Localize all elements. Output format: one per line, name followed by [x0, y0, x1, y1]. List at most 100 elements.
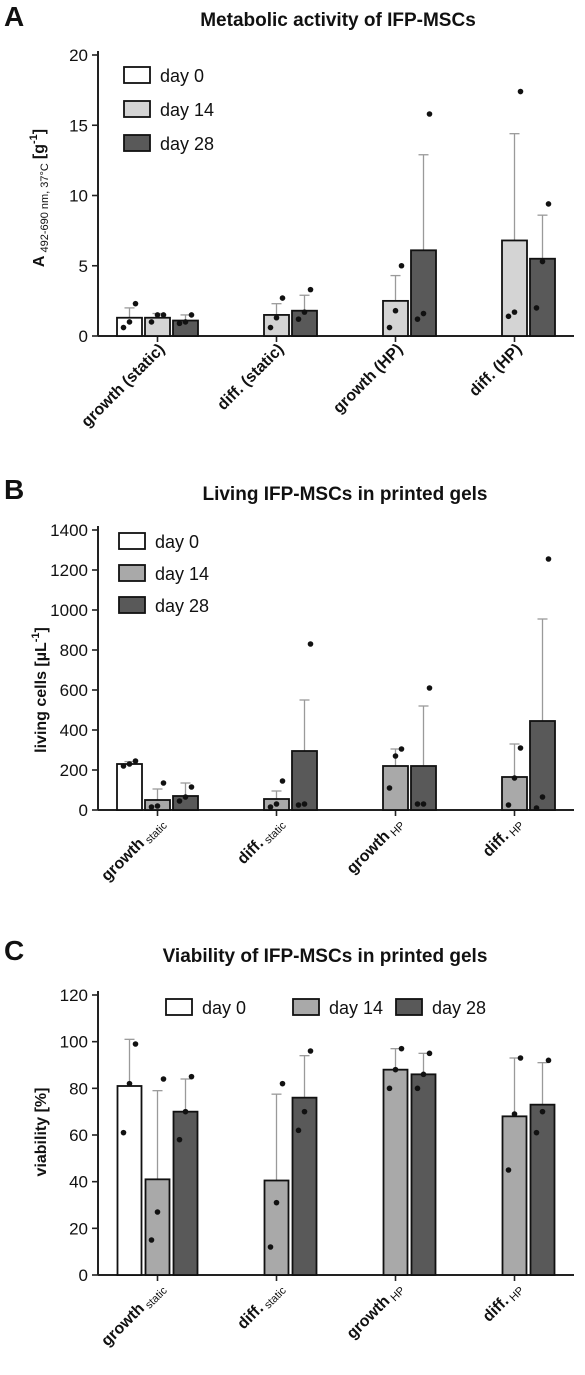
data-point [392, 1066, 399, 1073]
data-point [517, 1055, 524, 1061]
data-point [273, 1199, 280, 1206]
data-point [160, 780, 167, 786]
legend-label: day 0 [155, 532, 199, 552]
panel-letter-a: A [4, 1, 24, 32]
y-tick-label: 0 [79, 327, 88, 346]
y-tick-label: 0 [79, 1266, 88, 1285]
data-point [120, 324, 127, 331]
data-point [267, 804, 274, 810]
bar-day-14 [501, 239, 528, 337]
data-point [132, 758, 139, 764]
data-point [307, 641, 314, 647]
y-tick-label: 120 [60, 986, 88, 1005]
x-category-label: growth (static) [78, 341, 168, 431]
y-tick-label: 20 [69, 1219, 88, 1238]
data-point [386, 1085, 393, 1092]
data-point [188, 784, 195, 790]
legend-label: day 0 [202, 998, 246, 1018]
data-point [267, 324, 274, 331]
data-point [148, 804, 155, 810]
legend-label: day 28 [155, 596, 209, 616]
data-point [386, 324, 393, 331]
panel-b-title: Living IFP-MSCs in printed gels [202, 484, 487, 505]
data-point [279, 778, 286, 784]
y-tick-label: 60 [69, 1126, 88, 1145]
data-point [539, 1108, 546, 1115]
data-point [154, 312, 161, 318]
bar-day-28 [529, 1103, 556, 1276]
y-tick-label: 800 [60, 641, 88, 660]
panel-b-y-axis-label: living cells [µL-1] [30, 627, 50, 753]
data-point [414, 316, 421, 322]
data-point [176, 1136, 183, 1143]
bar-day-14 [501, 1115, 528, 1276]
panel-a-title: Metabolic activity of IFP-MSCs [200, 10, 476, 31]
data-point [545, 1057, 552, 1064]
x-category-label: growthstatic [98, 814, 170, 886]
data-point [307, 1048, 314, 1054]
data-point [511, 1111, 518, 1117]
data-point [188, 1073, 195, 1080]
data-point [539, 794, 546, 800]
panel-c-y-axis-label: viability [%] [33, 1088, 50, 1177]
legend-swatch [123, 100, 151, 118]
bar-day-28 [291, 1096, 318, 1276]
data-point [386, 785, 393, 791]
panel-letter-c: C [4, 935, 24, 966]
y-tick-label: 80 [69, 1079, 88, 1098]
legend-swatch [123, 134, 151, 152]
data-point [533, 805, 540, 811]
legend-label: day 0 [160, 66, 204, 86]
y-tick-label: 1400 [50, 521, 88, 540]
legend-label: day 14 [160, 100, 214, 120]
data-point [392, 753, 399, 759]
data-point [295, 802, 302, 808]
data-point [273, 314, 280, 321]
bar-day-28 [291, 750, 318, 811]
panel-b-plot: 0 200 400 600 800 1000 1200 1400 growthstatic dif… [50, 521, 574, 886]
data-point [414, 801, 421, 807]
data-point [511, 309, 518, 315]
legend-label: day 28 [160, 134, 214, 154]
bar-day-14 [144, 1178, 171, 1276]
data-point [160, 312, 167, 318]
bar-day-0 [116, 316, 143, 337]
data-point [420, 1071, 427, 1078]
panel-letter-b: B [4, 474, 24, 505]
data-point [517, 88, 524, 95]
data-point [148, 319, 155, 325]
x-category-label: growthstatic [98, 1279, 170, 1351]
x-category-label: diff.static [234, 814, 289, 869]
legend-swatch [292, 998, 320, 1016]
x-category-label: growthHP [344, 815, 408, 879]
legend-swatch [165, 998, 193, 1016]
data-point [301, 309, 308, 315]
data-point [545, 556, 552, 562]
bar-day-14 [144, 316, 171, 337]
data-point [182, 794, 189, 800]
legend-label: day 28 [432, 998, 486, 1018]
y-tick-label: 20 [69, 46, 88, 65]
legend-label: day 14 [329, 998, 383, 1018]
data-point [398, 1045, 405, 1052]
data-point [426, 685, 433, 691]
data-point [505, 313, 512, 320]
data-point [188, 312, 195, 318]
x-category-label: diff. (static) [214, 341, 287, 414]
bar-day-0 [116, 1085, 143, 1276]
data-point [307, 286, 314, 293]
bar-day-14 [382, 1068, 409, 1276]
data-point [279, 295, 286, 301]
y-tick-label: 1000 [50, 601, 88, 620]
bar-day-14 [382, 299, 409, 337]
data-point [398, 746, 405, 752]
x-category-label: growth (HP) [330, 341, 406, 417]
data-point [426, 1050, 433, 1057]
data-point [420, 310, 427, 317]
y-tick-label: 10 [69, 187, 88, 206]
bar-day-14 [263, 1179, 290, 1276]
y-tick-label: 15 [69, 116, 88, 135]
data-point [301, 801, 308, 807]
legend-swatch [118, 596, 146, 614]
